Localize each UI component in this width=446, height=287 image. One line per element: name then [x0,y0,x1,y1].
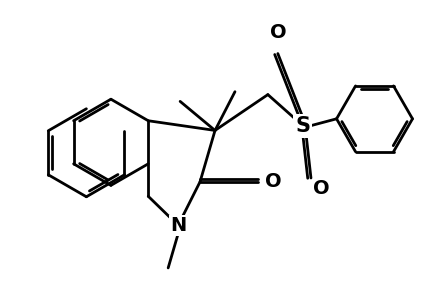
Text: N: N [170,216,186,235]
Text: O: O [265,172,281,191]
Text: O: O [313,179,330,198]
Text: O: O [269,23,286,42]
Text: S: S [295,116,310,135]
